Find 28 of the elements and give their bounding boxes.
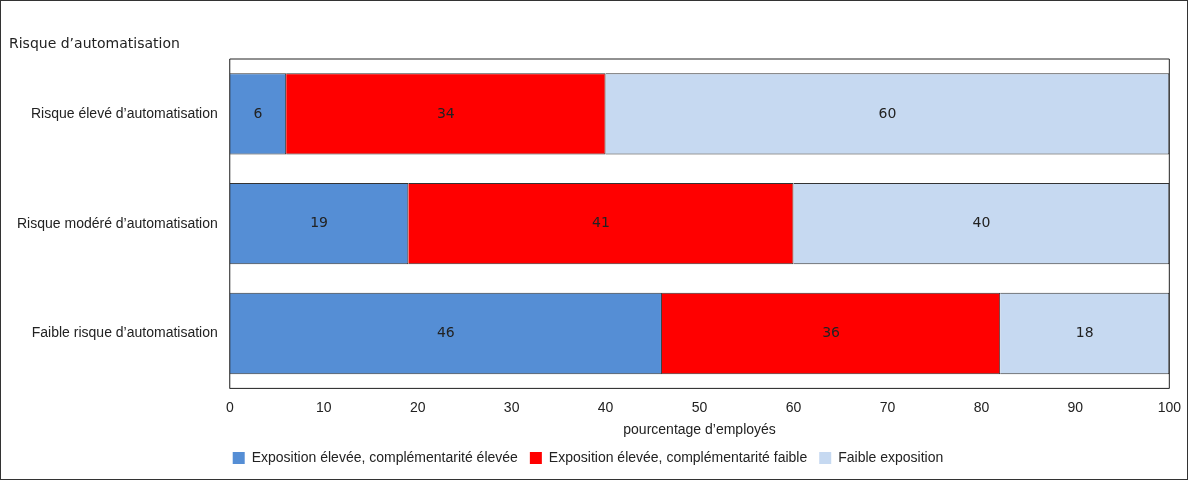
x-tick-label: 60 (785, 398, 802, 415)
y-tick-label: Risque modéré d’automatisation (17, 214, 218, 231)
y-axis-title: Risque d’automatisation (9, 35, 180, 51)
x-tick-label: 10 (315, 398, 332, 415)
data-label: 36 (822, 324, 841, 341)
legend-label: Faible exposition (838, 448, 944, 465)
x-tick-label: 50 (691, 398, 708, 415)
data-label: 18 (1075, 324, 1094, 341)
x-tick-label: 80 (973, 398, 990, 415)
data-label: 46 (436, 324, 455, 341)
data-label: 34 (436, 104, 455, 121)
legend-label: Exposition élevée, complémentarité faible (548, 448, 808, 465)
data-label: 40 (972, 214, 991, 231)
x-tick-label: 70 (879, 398, 896, 415)
data-label: 41 (591, 214, 610, 231)
x-axis-title: pourcentage d’employés (623, 421, 776, 438)
data-label: 60 (878, 104, 897, 121)
x-tick-label: 90 (1067, 398, 1084, 415)
x-tick-label: 40 (597, 398, 614, 415)
x-tick-label: 30 (503, 398, 520, 415)
data-label: 19 (310, 214, 328, 231)
x-tick-label: 20 (409, 398, 426, 415)
y-tick-label: Faible risque d’automatisation (31, 324, 218, 341)
data-label: 6 (253, 104, 263, 121)
x-tick-label: 0 (225, 398, 234, 415)
x-tick-label: 100 (1157, 398, 1182, 415)
y-tick-label: Risque élevé d’automatisation (31, 104, 218, 121)
legend-label: Exposition élevée, complémentarité élevée (251, 448, 519, 465)
